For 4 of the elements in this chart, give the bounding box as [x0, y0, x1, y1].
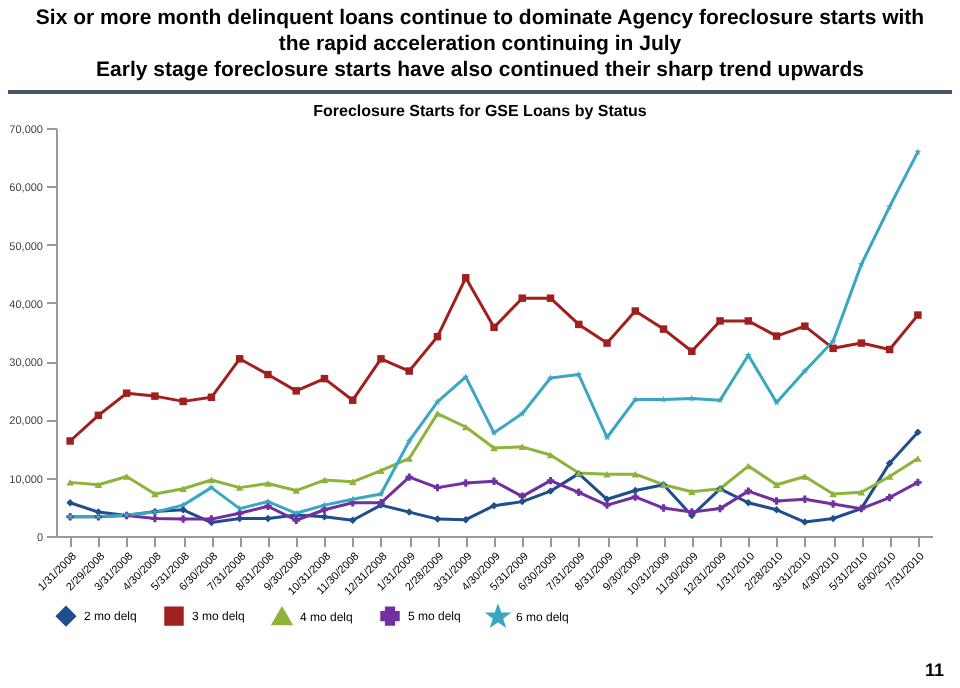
chart-subtitle: Early stage foreclosure starts have also continued their sharp trend upwards	[94, 58, 866, 84]
chart-title: Six or more month delinquent loans continue to dominate Agency foreclosure starts with the rapid acceleration continuing in July	[33, 6, 927, 58]
text: 11	[924, 660, 944, 680]
text: Foreclosure Starts for GSE Loans by Status	[311, 102, 649, 120]
